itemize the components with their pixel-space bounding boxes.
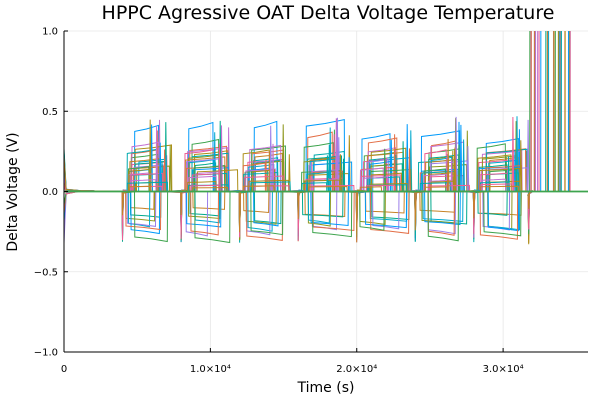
y-tick-label: 0.5 <box>42 107 58 118</box>
series-group <box>64 31 588 245</box>
y-ticks: −1.0 −0.5 0.0 0.5 1.0 <box>34 27 68 359</box>
series-lines <box>64 31 588 245</box>
y-tick-label: 0.0 <box>42 187 58 198</box>
x-ticks: 0 1.0×10⁴ 2.0×10⁴ 3.0×10⁴ <box>61 348 524 375</box>
x-tick-label: 0 <box>61 364 67 375</box>
y-tick-label: −1.0 <box>34 348 58 359</box>
x-tick-label: 3.0×10⁴ <box>483 364 524 375</box>
x-tick-label: 1.0×10⁴ <box>190 364 231 375</box>
x-axis-label: Time (s) <box>297 380 355 396</box>
chart-title: HPPC Agressive OAT Delta Voltage Tempera… <box>102 2 555 24</box>
y-tick-label: 1.0 <box>42 27 58 38</box>
x-tick-label: 2.0×10⁴ <box>336 364 377 375</box>
series-line <box>64 31 555 243</box>
y-tick-label: −0.5 <box>34 267 58 278</box>
series-line <box>64 31 550 236</box>
y-axis-label: Delta Voltage (V) <box>5 132 21 251</box>
